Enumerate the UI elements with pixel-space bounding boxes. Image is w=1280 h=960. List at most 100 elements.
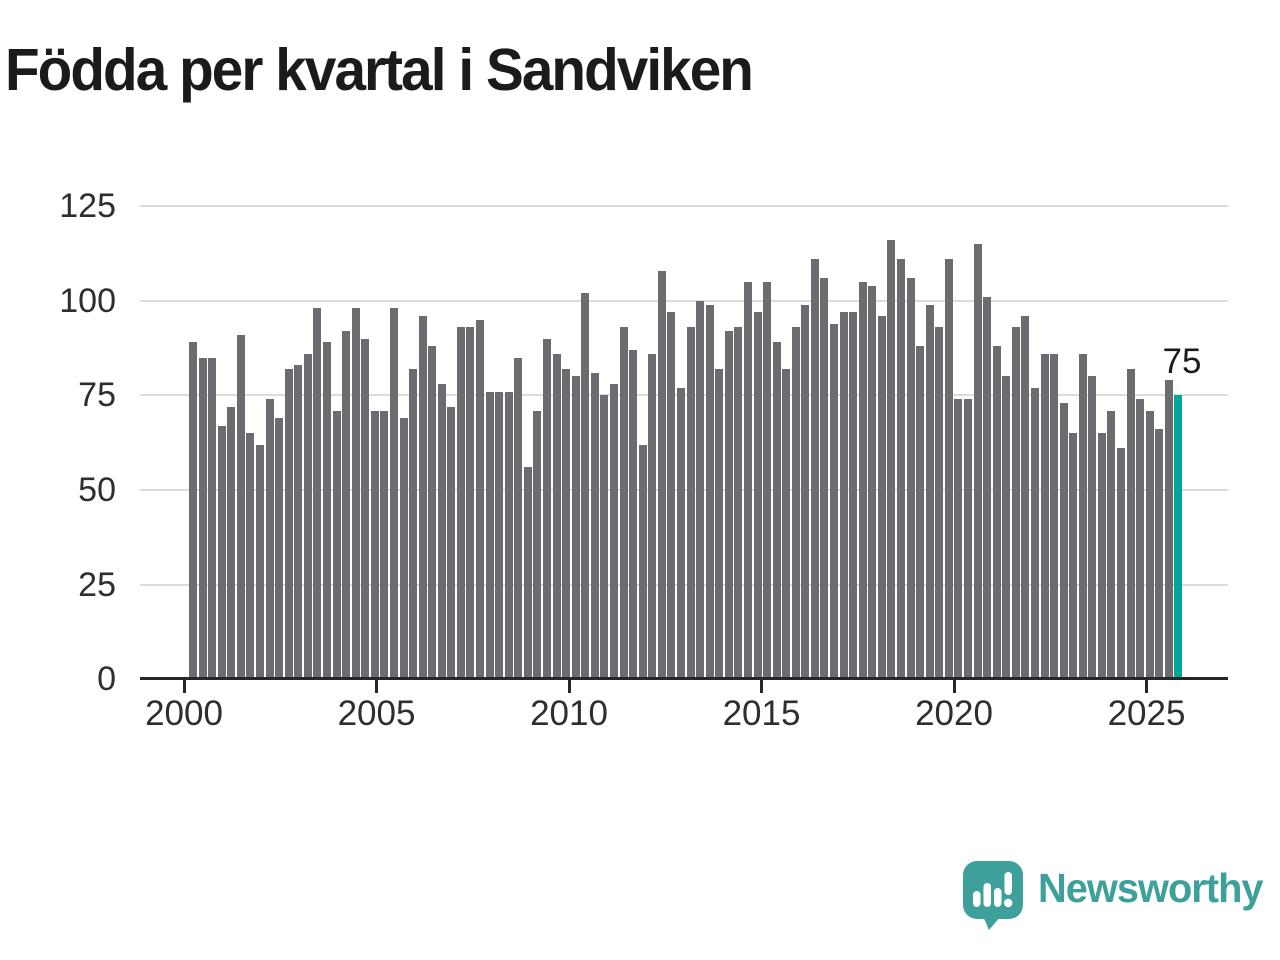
bar-2000-q2 [198, 357, 207, 679]
x-tick-2005 [375, 680, 378, 693]
x-tick-2000 [182, 680, 186, 693]
bar-2017-q3 [858, 281, 867, 679]
bar-2004-q2 [351, 308, 360, 679]
x-tick-label-2020: 2020 [915, 694, 993, 733]
bar-2022-q3 [1050, 353, 1058, 679]
bar-2008-q4 [523, 467, 532, 679]
bar-2001-q1 [227, 406, 236, 679]
bar-2000-q1 [189, 342, 197, 679]
bar-2012-q1 [648, 353, 657, 679]
bar-2008-q1 [495, 391, 504, 679]
bar-2017-q2 [849, 312, 858, 679]
bar-2001-q3 [246, 433, 255, 679]
bar-2025-q2 [1155, 429, 1164, 679]
bar-2023-q4 [1097, 433, 1106, 679]
bar-2024-q3 [1126, 368, 1135, 679]
y-tick-label-75: 75 [78, 376, 116, 415]
bar-2011-q3 [629, 350, 638, 679]
bar-2021-q3 [1011, 327, 1020, 679]
x-tick-label-2015: 2015 [722, 694, 801, 733]
x-tick-label-2000: 2000 [145, 694, 223, 733]
bar-2020-q2 [963, 399, 972, 679]
bar-2012-q2 [657, 270, 666, 679]
bar-2011-q4 [638, 444, 647, 679]
bar-2003-q1 [303, 353, 312, 679]
bar-2006-q1 [418, 315, 427, 679]
bar-2015-q2 [772, 342, 781, 679]
bar-2015-q3 [782, 368, 791, 679]
bar-2018-q3 [897, 259, 905, 679]
bar-2009-q3 [552, 353, 561, 679]
y-tick-label-25: 25 [78, 565, 116, 604]
bar-2010-q2 [581, 293, 590, 679]
x-tick-label-2025: 2025 [1107, 694, 1186, 733]
bar-2018-q1 [877, 315, 886, 679]
bar-2019-q3 [935, 327, 944, 679]
bar-2018-q4 [906, 278, 915, 679]
bar-2010-q1 [571, 376, 580, 679]
bar-2019-q1 [916, 346, 925, 679]
bar-2009-q4 [562, 368, 571, 679]
bar-2014-q2 [734, 327, 743, 679]
bar-2004-q1 [342, 331, 351, 679]
bar-2004-q4 [370, 410, 379, 679]
bar-2006-q4 [447, 406, 456, 679]
bar-2016-q2 [810, 259, 819, 679]
bar-2006-q2 [428, 346, 437, 679]
bar-2014-q4 [753, 312, 762, 679]
bar-2011-q1 [609, 384, 618, 679]
bar-2005-q3 [399, 418, 408, 679]
bar-2011-q2 [619, 327, 628, 679]
gridline-125 [140, 205, 1228, 208]
bar-2001-q2 [236, 334, 245, 679]
bar-2013-q2 [696, 300, 705, 679]
bar-2019-q4 [944, 259, 953, 679]
bar-2010-q3 [590, 372, 599, 679]
bar-2007-q4 [485, 391, 494, 679]
bar-2020-q4 [983, 297, 992, 679]
x-tick-label-2005: 2005 [337, 694, 416, 733]
bar-2021-q4 [1021, 315, 1030, 679]
bar-2005-q1 [380, 410, 389, 679]
newsworthy-logo: Newsworthy [962, 860, 1270, 930]
bar-2017-q1 [839, 312, 848, 679]
y-tick-label-125: 125 [59, 187, 116, 226]
bar-2000-q4 [217, 425, 226, 679]
bar-2007-q3 [476, 319, 484, 679]
bar-2009-q2 [543, 338, 551, 679]
bar-2015-q1 [763, 281, 771, 679]
bar-2022-q1 [1030, 387, 1039, 679]
bar-2025-q4 [1174, 395, 1183, 679]
bar-2012-q4 [676, 387, 685, 679]
bar-2008-q2 [504, 391, 513, 679]
bar-2022-q4 [1059, 402, 1068, 679]
bar-2013-q3 [705, 304, 714, 679]
bar-2019-q2 [925, 304, 934, 679]
bar-2002-q3 [284, 368, 293, 679]
bar-2017-q4 [868, 285, 877, 679]
bar-2022-q2 [1040, 353, 1049, 679]
bar-2016-q3 [820, 278, 829, 679]
bar-2025-q3 [1164, 380, 1173, 679]
x-tick-label-2010: 2010 [530, 694, 608, 733]
bar-2018-q2 [887, 240, 896, 679]
bar-2013-q1 [686, 327, 695, 679]
bar-2016-q4 [830, 323, 838, 679]
bar-2024-q2 [1117, 448, 1125, 679]
bar-2023-q3 [1088, 376, 1097, 679]
bar-2008-q3 [514, 357, 523, 679]
bar-2015-q4 [791, 327, 800, 679]
bar-2024-q1 [1107, 410, 1116, 679]
bar-2016-q1 [801, 304, 810, 679]
bar-2001-q4 [256, 444, 264, 679]
bar-2021-q2 [1002, 376, 1011, 679]
bar-2021-q1 [992, 346, 1001, 679]
gridline-100 [140, 299, 1228, 302]
bar-2000-q3 [208, 357, 217, 679]
bar-2003-q3 [322, 342, 331, 679]
bar-2025-q1 [1145, 410, 1154, 679]
bar-2024-q4 [1136, 399, 1145, 679]
y-tick-label-0: 0 [97, 660, 116, 698]
bar-2004-q3 [361, 338, 370, 679]
